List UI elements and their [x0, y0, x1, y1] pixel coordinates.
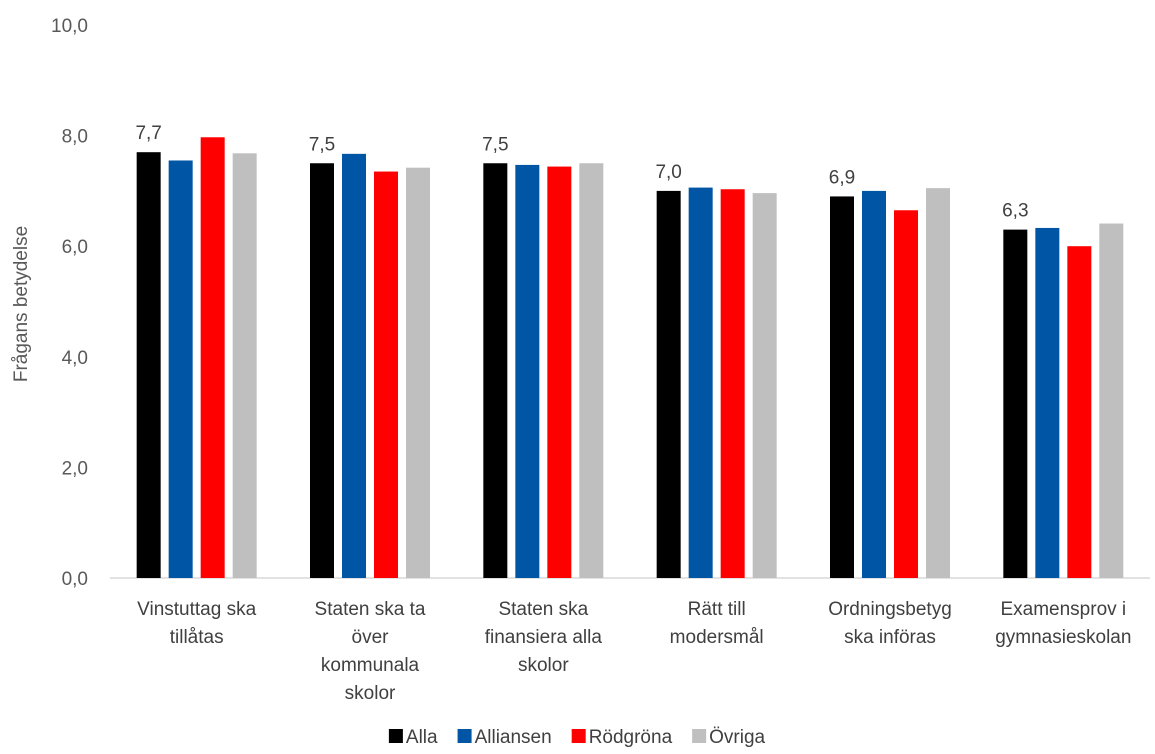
legend-label: Alliansen	[475, 727, 552, 748]
category-label: Examensprov i gymnasieskolan	[995, 599, 1131, 648]
bar-övriga	[406, 167, 430, 578]
data-label: 7,5	[482, 134, 508, 155]
bar-alla	[310, 163, 334, 578]
y-tick-label: 6,0	[62, 237, 88, 258]
bar-alliansen	[342, 153, 366, 578]
y-axis-title: Frågans betydelse	[11, 226, 32, 382]
legend: Alla Alliansen Rödgröna Övriga	[388, 727, 766, 748]
bar-alla	[656, 190, 681, 578]
bar-rödgröna	[1067, 246, 1092, 578]
data-label: 6,3	[1002, 201, 1028, 222]
category-label-line: skolor	[518, 655, 569, 676]
category-label-line: Rätt till	[688, 599, 746, 620]
y-axis-ticks: 0,0 2,0 4,0 6,0 8,0 10,0	[51, 16, 88, 590]
y-tick-label: 4,0	[62, 348, 88, 369]
category-label-line: skolor	[345, 683, 396, 704]
bar-rödgröna	[374, 171, 398, 579]
bar-rödgröna	[894, 210, 918, 578]
y-tick-label: 8,0	[62, 127, 88, 148]
legend-label: Övriga	[709, 727, 765, 748]
category-label-line: gymnasieskolan	[995, 627, 1131, 648]
data-label: 7,7	[135, 123, 161, 144]
data-labels-group: 7,7 7,5 7,5 7,0 6,9 6,3	[135, 123, 1028, 221]
legend-swatch-alla	[388, 729, 403, 743]
bars-group	[136, 137, 1124, 579]
category-labels-group: Vinstuttag ska tillåtas Staten ska ta över k…	[137, 599, 1131, 704]
category-label: Staten ska ta över kommunala skolor	[315, 599, 426, 704]
data-label: 6,9	[829, 167, 855, 188]
bar-övriga	[1099, 223, 1124, 579]
bar-alla	[483, 163, 508, 578]
legend-swatch-rödgröna	[571, 729, 586, 743]
category-label-line: finansiera alla	[485, 627, 603, 648]
category-label: Staten ska finansiera alla skolor	[485, 599, 603, 676]
bar-rödgröna	[200, 137, 225, 578]
bar-alla	[830, 196, 854, 578]
category-label: Ordningsbetyg ska införas	[828, 599, 952, 648]
bar-övriga	[926, 188, 950, 578]
category-label-line: Ordningsbetyg	[828, 599, 952, 620]
legend-swatch-övriga	[692, 729, 707, 743]
category-label-line: Staten ska ta	[315, 599, 426, 620]
bar-alliansen	[1035, 227, 1060, 579]
category-label-line: ska införas	[844, 627, 936, 648]
category-label: Vinstuttag ska tillåtas	[137, 599, 256, 648]
bar-övriga	[232, 153, 257, 578]
bar-övriga	[752, 193, 777, 578]
bar-alliansen	[515, 164, 540, 578]
category-label-line: modersmål	[670, 627, 764, 648]
data-label: 7,5	[309, 134, 335, 155]
category-label-line: tillåtas	[170, 627, 224, 648]
category-label-line: kommunala	[321, 655, 420, 676]
data-label: 7,0	[655, 162, 681, 183]
legend-label: Rödgröna	[589, 727, 673, 748]
bar-alliansen	[168, 160, 193, 579]
category-label-line: över	[352, 627, 390, 648]
y-tick-label: 10,0	[51, 16, 88, 37]
category-label-line: Vinstuttag ska	[137, 599, 256, 620]
y-tick-label: 2,0	[62, 458, 88, 479]
bar-rödgröna	[720, 189, 745, 578]
bar-alla	[136, 152, 161, 578]
bar-alla	[1003, 229, 1028, 579]
bar-rödgröna	[547, 166, 572, 578]
category-label: Rätt till modersmål	[670, 599, 764, 648]
bar-alliansen	[688, 187, 713, 578]
bar-övriga	[579, 163, 604, 578]
y-tick-label: 0,0	[62, 569, 88, 590]
category-label-line: Examensprov i	[1000, 599, 1126, 620]
category-label-line: Staten ska	[498, 599, 588, 620]
bar-alliansen	[862, 190, 886, 578]
legend-swatch-alliansen	[457, 729, 472, 743]
legend-label: Alla	[406, 727, 438, 748]
